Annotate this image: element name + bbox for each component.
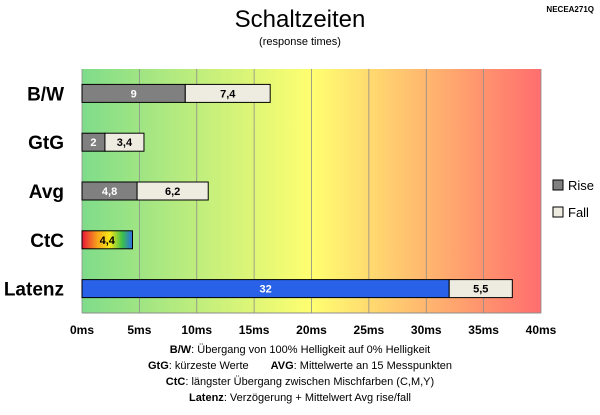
note-latenz: Latenz: Verzögerung + Mittelwert Avg ris… [188,392,412,404]
x-tick-label: 35ms [468,323,499,337]
bar-value-label: 7,4 [220,88,236,100]
bar-value-label: 2 [90,137,96,149]
x-tick-label: 15ms [239,323,270,337]
category-label: Latenz [4,280,64,301]
x-tick-label: 20ms [296,323,327,337]
bar-value-label: 5,5 [473,284,488,296]
category-label: GtG [28,133,64,154]
bar-fall [184,83,271,103]
bars: 9 7,4 2 3,4 4,8 6,2 4,4 32 5,5 [81,83,513,299]
bar-value-label: 4,8 [102,186,117,198]
bar-value-label: 4,4 [100,235,116,247]
x-tick-label: 5ms [127,323,151,337]
chart-title: Schaltzeiten [235,6,366,33]
note-ctc: CtC: längster Übergang zwischen Mischfar… [165,376,435,388]
x-tick-label: 0ms [70,323,94,337]
bar-value-label: 6,2 [165,186,180,198]
bar-value-label: 3,4 [117,137,133,149]
note-bw: B/W: Übergang von 100% Helligkeit auf 0%… [169,344,431,356]
legend-label-fall: Fall [568,205,589,220]
category-label: CtC [30,231,64,252]
bar-fall [104,132,145,152]
chart-subtitle: (response times) [259,36,341,48]
x-axis-ticks: 0ms 5ms 10ms 15ms 20ms 25ms 30ms 35ms 40ms [70,323,557,337]
legend-label-rise: Rise [568,178,594,193]
model-label: NECEA271Q [546,5,594,14]
legend: Rise Fall [552,178,594,220]
gridlines [81,69,542,314]
bar-rise [81,230,133,250]
legend-swatch-fall [552,206,564,218]
category-labels: B/W GtG Avg CtC Latenz [4,84,64,300]
category-label: Avg [29,182,64,203]
note-gtg-avg: GtG: kürzeste Werte AVG: Mittelwerte an 1… [147,360,453,372]
x-tick-label: 25ms [354,323,385,337]
category-label: B/W [27,84,64,105]
footnotes: B/W: Übergang von 100% Helligkeit auf 0%… [0,342,600,406]
legend-swatch-rise [552,179,564,191]
x-tick-label: 10ms [181,323,212,337]
x-tick-label: 40ms [526,323,557,337]
bar-value-label: 32 [259,284,271,296]
bar-value-label: 9 [131,88,137,100]
bar-fall [136,181,209,201]
x-tick-label: 30ms [411,323,442,337]
bar-fall [448,279,513,299]
